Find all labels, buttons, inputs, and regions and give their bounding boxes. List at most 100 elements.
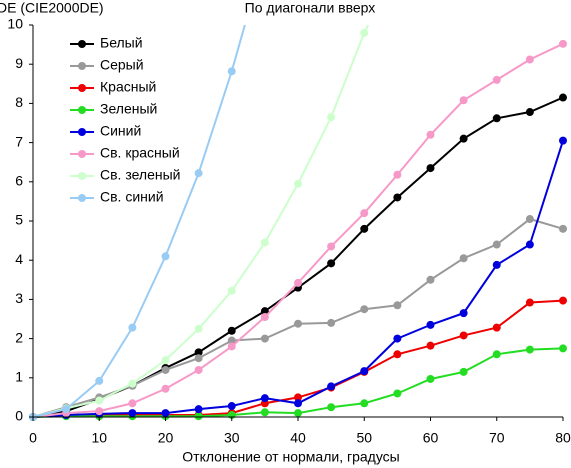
data-point (95, 407, 104, 416)
y-tick-label: 5 (15, 212, 23, 228)
data-point (260, 334, 269, 343)
x-tick-label: 80 (555, 430, 571, 446)
legend-label: Синий (100, 123, 141, 139)
data-point (559, 39, 567, 48)
legend-marker (78, 106, 86, 114)
data-point (161, 252, 170, 261)
data-point (360, 367, 369, 376)
data-point (260, 307, 269, 316)
y-tick-label: 0 (15, 408, 23, 424)
series-line (32, 25, 246, 418)
legend-marker (78, 84, 86, 92)
y-tick-label: 2 (15, 329, 23, 345)
data-point (360, 399, 369, 408)
legend-label: Серый (100, 57, 144, 73)
data-point (227, 67, 236, 76)
data-point (393, 301, 402, 310)
y-tick-label: 3 (15, 290, 23, 306)
data-point (393, 389, 402, 398)
data-point (227, 336, 236, 345)
data-point (294, 409, 302, 418)
data-point (294, 278, 302, 287)
data-point (393, 170, 402, 179)
data-point (327, 318, 336, 327)
legend-marker (78, 128, 86, 136)
x-tick-label: 30 (224, 430, 240, 446)
data-point (360, 209, 369, 218)
plot-area (29, 25, 567, 421)
data-point (128, 323, 137, 332)
data-point (194, 169, 203, 178)
data-point (426, 130, 435, 139)
data-point (327, 259, 336, 268)
data-point (194, 354, 203, 363)
data-point (492, 75, 501, 84)
data-point (360, 28, 369, 37)
x-axis-label: Отклонение от нормали, градусы (182, 449, 399, 465)
data-point (426, 164, 435, 173)
data-point (95, 396, 104, 405)
data-point (559, 344, 567, 353)
x-tick-label: 50 (356, 430, 372, 446)
data-point (525, 108, 534, 117)
data-point (227, 326, 236, 335)
data-point (327, 382, 336, 391)
data-point (393, 350, 402, 359)
data-point (426, 341, 435, 350)
data-point (294, 393, 302, 402)
data-point (194, 348, 203, 357)
x-tick-label: 0 (29, 430, 37, 446)
y-tick-label: 6 (15, 173, 23, 189)
legend-marker (78, 194, 86, 202)
legend-marker (78, 172, 86, 180)
data-point (294, 399, 302, 408)
x-tick-label: 40 (290, 430, 306, 446)
data-point (459, 96, 468, 105)
series-line (32, 217, 564, 418)
data-point (492, 323, 501, 332)
data-point (260, 408, 269, 417)
data-point (525, 55, 534, 64)
chart-title: По диагонали вверх (245, 0, 376, 16)
data-point (161, 356, 170, 365)
data-point (260, 394, 269, 403)
data-point (459, 367, 468, 376)
legend-label: Зеленый (100, 101, 157, 117)
data-point (161, 365, 170, 374)
data-point (294, 179, 302, 188)
y-tick-label: 9 (15, 55, 23, 71)
data-point (227, 342, 236, 351)
data-point (260, 313, 269, 322)
data-point (525, 298, 534, 307)
data-point (525, 240, 534, 249)
data-point (128, 409, 137, 418)
y-tick-label: 4 (15, 251, 23, 267)
y-tick-label: 8 (15, 94, 23, 110)
data-point (426, 275, 435, 284)
data-point (95, 376, 104, 385)
data-point (426, 320, 435, 329)
series-line (32, 25, 370, 418)
legend-label: Белый (100, 35, 143, 51)
data-point (360, 305, 369, 314)
legend-marker (78, 62, 86, 70)
data-point (360, 224, 369, 233)
data-point (227, 402, 236, 411)
y-tick-label: 10 (7, 16, 23, 32)
data-point (459, 134, 468, 143)
x-tick-label: 10 (91, 430, 107, 446)
legend-label: Красный (100, 79, 156, 95)
legend-marker (78, 150, 86, 158)
data-point (525, 345, 534, 354)
data-point (62, 405, 71, 414)
legend-label: Св. синий (100, 189, 164, 205)
data-point (393, 193, 402, 202)
data-point (426, 374, 435, 383)
data-point (260, 238, 269, 247)
data-point (327, 242, 336, 251)
data-point (459, 309, 468, 318)
data-point (161, 384, 170, 393)
data-point (492, 260, 501, 269)
data-point (194, 405, 203, 414)
